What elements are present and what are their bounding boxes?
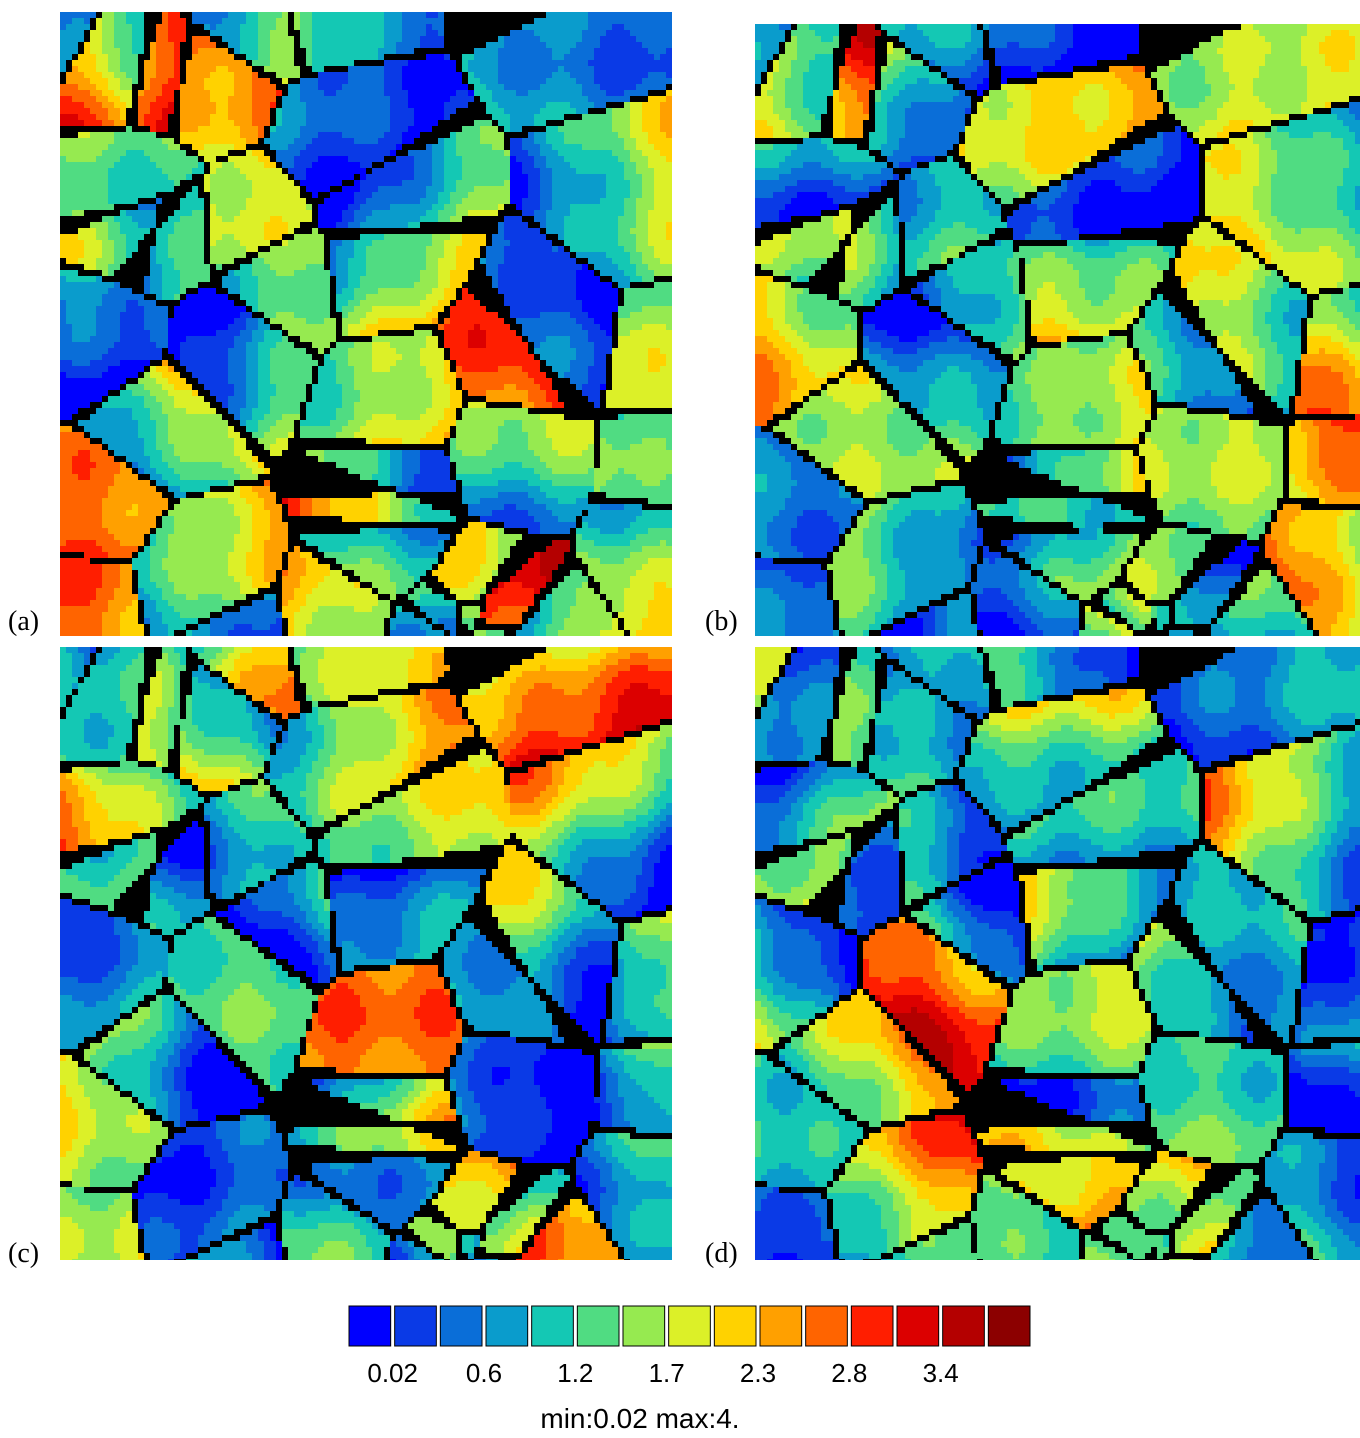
colorbar-swatch — [988, 1306, 1030, 1346]
heatmap-panel — [755, 24, 1360, 636]
heatmap-panel — [755, 647, 1360, 1260]
colorbar-swatch — [440, 1306, 482, 1346]
colorbar-swatch — [577, 1306, 619, 1346]
colorbar-tick-label: 1.7 — [649, 1358, 685, 1388]
colorbar-swatch — [851, 1306, 893, 1346]
colorbar-swatch — [623, 1306, 665, 1346]
colorbar-tick-label: 0.6 — [466, 1358, 502, 1388]
panel-label: (c) — [8, 1238, 39, 1269]
heatmap-panel — [60, 647, 672, 1260]
colorbar-swatch — [395, 1306, 437, 1346]
colorbar-tick-label: 0.02 — [367, 1358, 418, 1388]
colorbar-tick-label: 2.3 — [740, 1358, 776, 1388]
heatmap-cells — [636, 725, 642, 731]
colorbar-swatch — [943, 1306, 985, 1346]
colorbar-swatch — [349, 1306, 391, 1346]
colorbar-tick-label: 3.4 — [923, 1358, 959, 1388]
colorbar-tick-label: 1.2 — [557, 1358, 593, 1388]
colorbar-caption: min:0.02 max:4. — [540, 1403, 739, 1434]
panel-label: (a) — [8, 606, 39, 637]
colorbar-tick-label: 2.8 — [831, 1358, 867, 1388]
panel-label: (b) — [705, 606, 738, 637]
figure: (a) (b) (c) (d) 0.02 0.6 1.2 1.7 2.3 2.8 3.4 min:0.… — [0, 0, 1360, 1438]
heatmap-panel — [60, 12, 672, 636]
colorbar-swatch — [532, 1306, 574, 1346]
panel-label: (d) — [705, 1238, 738, 1269]
colorbar-swatch — [760, 1306, 802, 1346]
colorbar-swatch — [669, 1306, 711, 1346]
colorbar-swatch — [714, 1306, 756, 1346]
colorbar-swatch — [486, 1306, 528, 1346]
colorbar-swatch — [897, 1306, 939, 1346]
colorbar-swatch — [806, 1306, 848, 1346]
